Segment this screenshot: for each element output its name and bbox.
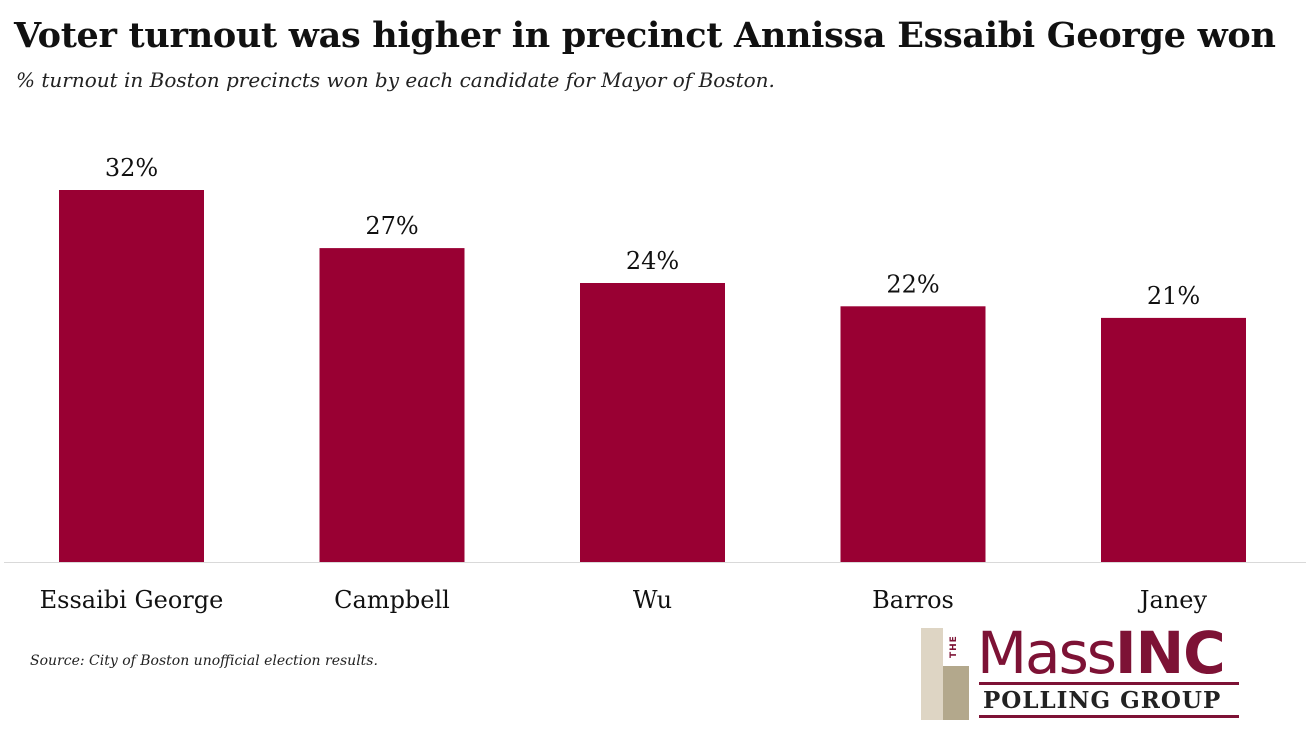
logo-light-block [921,628,943,720]
chart-subtitle: % turnout in Boston precincts won by eac… [16,68,775,92]
massinc-logo: THE MassINC POLLING GROUP [921,620,1251,722]
chart-title: Voter turnout was higher in precinct Ann… [14,15,1276,56]
logo-dark-block [943,666,969,720]
logo-the-text: THE [949,635,959,659]
bars-group [59,190,1246,563]
logo-mass-text: Mass [977,619,1117,687]
logo-polling-text: POLLING GROUP [983,687,1222,714]
logo-wordmark: MassINC [977,619,1226,687]
source-note: Source: City of Boston unofficial electi… [30,653,378,669]
category-label-campbell: Campbell [334,586,450,614]
category-label-janey: Janey [1137,586,1208,614]
bar-chart: 32% 27% 24% 22% 21% Essaibi George Campbell Wu… [4,154,1306,614]
value-label-janey: 21% [1147,282,1200,310]
value-label-campbell: 27% [365,212,418,240]
bar-campbell [319,248,465,562]
logo-rule-bottom [979,715,1239,718]
value-label-wu: 24% [626,247,679,275]
bar-essaibi-george [59,190,204,562]
value-label-essaibi-george: 32% [105,154,158,182]
category-label-essaibi-george: Essaibi George [40,586,224,614]
logo-inc-text: INC [1115,619,1226,687]
category-label-barros: Barros [872,586,954,614]
value-label-barros: 22% [886,270,939,298]
bar-barros [840,306,986,563]
category-labels-group: Essaibi George Campbell Wu Barros Janey [40,586,1208,614]
category-label-wu: Wu [633,586,672,614]
bar-wu [580,283,725,562]
bar-janey [1101,317,1246,562]
value-labels-group: 32% 27% 24% 22% 21% [105,154,1200,310]
logo-rule-top [979,682,1239,685]
